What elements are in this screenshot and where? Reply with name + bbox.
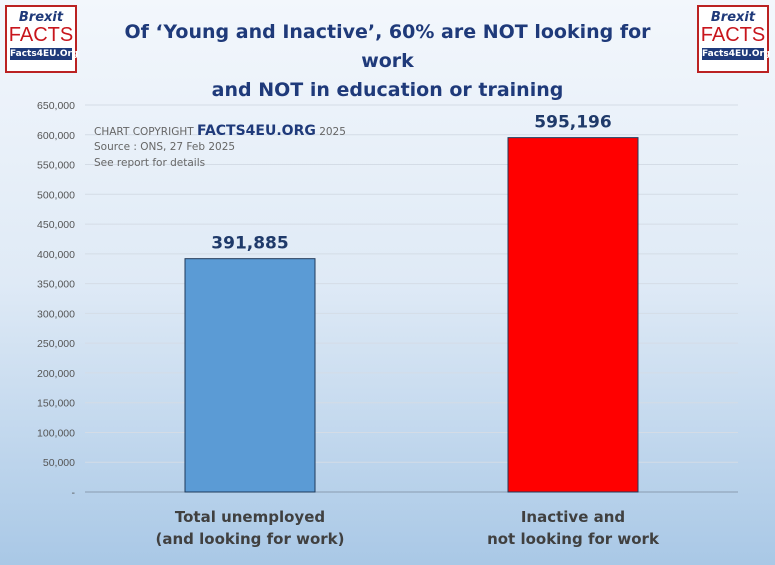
y-tick-label: 150,000 bbox=[37, 398, 75, 410]
logo-text: FACTS bbox=[700, 24, 766, 46]
category-line: Total unemployed bbox=[174, 508, 326, 526]
y-tick-label: 300,000 bbox=[37, 308, 75, 320]
y-tick-label: 50,000 bbox=[43, 457, 75, 469]
y-tick-label: 250,000 bbox=[37, 338, 75, 350]
source-text: Source : ONS, 27 Feb 2025 bbox=[94, 141, 236, 153]
copyright-prefix: CHART COPYRIGHT bbox=[94, 126, 197, 138]
y-tick-label: 550,000 bbox=[37, 160, 75, 172]
copyright-brand: FACTS4EU.ORG bbox=[196, 123, 316, 139]
category-line: not looking for work bbox=[487, 530, 659, 548]
y-tick-label: 100,000 bbox=[37, 427, 75, 439]
category-line: (and looking for work) bbox=[155, 530, 345, 548]
category-line: Inactive and bbox=[520, 508, 626, 526]
y-tick-label: - bbox=[72, 487, 76, 499]
brexit-facts-logo-right: Brexit FACTS Facts4EU.Org bbox=[697, 5, 771, 73]
category-label-0: Total unemployed (and looking for work) bbox=[120, 506, 380, 550]
title-line: and NOT in education or training bbox=[211, 79, 564, 101]
note-text: See report for details bbox=[94, 157, 206, 169]
logo-text: Facts4EU.Org bbox=[10, 48, 79, 60]
data-label-1: 595,196 bbox=[534, 113, 611, 133]
data-label-0: 391,885 bbox=[211, 234, 288, 254]
chart-title: Of ‘Young and Inactive’, 60% are NOT loo… bbox=[100, 18, 675, 105]
logo-text: Brexit bbox=[710, 10, 756, 25]
y-tick-label: 450,000 bbox=[37, 219, 75, 231]
y-tick-label: 600,000 bbox=[37, 130, 75, 142]
category-label-1: Inactive and not looking for work bbox=[443, 506, 703, 550]
bar-1 bbox=[507, 137, 639, 493]
brexit-facts-logo-left: Brexit FACTS Facts4EU.Org bbox=[5, 5, 79, 73]
bar-0 bbox=[184, 258, 316, 493]
logo-text: FACTS bbox=[8, 24, 74, 46]
title-line: Of ‘Young and Inactive’, 60% are NOT loo… bbox=[124, 21, 651, 72]
y-tick-label: 500,000 bbox=[37, 189, 75, 201]
y-tick-label: 400,000 bbox=[37, 249, 75, 261]
y-tick-label: 200,000 bbox=[37, 368, 75, 380]
y-tick-label: 650,000 bbox=[37, 100, 75, 112]
copyright-line: CHART COPYRIGHT FACTS4EU.ORG 2025 bbox=[94, 123, 346, 139]
logo-text: Facts4EU.Org bbox=[702, 48, 771, 60]
copyright-year: 2025 bbox=[315, 126, 346, 138]
y-tick-label: 350,000 bbox=[37, 279, 75, 291]
logo-text: Brexit bbox=[18, 10, 64, 25]
